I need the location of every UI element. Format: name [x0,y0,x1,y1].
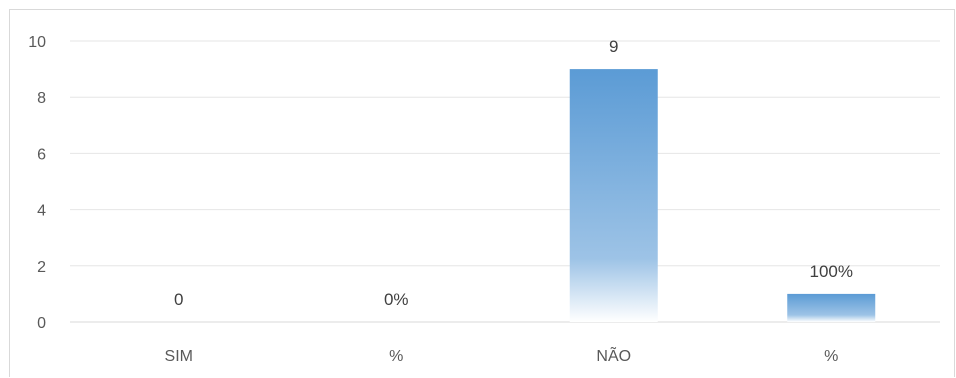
data-label-4: 100% [810,262,853,281]
bar-3 [569,69,658,322]
x-tick-label-3: NÃO [596,345,631,365]
y-tick-label-0: 0 [37,315,46,332]
y-tick-label-2: 2 [37,259,46,276]
x-tick-label-2: % [389,348,403,365]
y-axis: 0 2 4 6 8 10 [28,34,46,332]
y-tick-label-10: 10 [28,34,46,51]
data-label-3: 9 [609,37,618,56]
x-tick-label-4: % [824,348,838,365]
y-tick-label-6: 6 [37,146,46,163]
data-label-2: 0% [384,290,409,309]
gridlines [70,40,940,323]
y-tick-label-4: 4 [37,203,46,220]
bars [569,69,876,322]
data-label-1: 0 [174,290,183,309]
data-labels: 0 0% 9 100% [174,37,853,309]
x-axis: SIM% NÃO% [165,345,839,365]
y-tick-label-8: 8 [37,90,46,107]
bar-4 [787,293,876,322]
x-tick-label-1: SIM [165,348,193,365]
